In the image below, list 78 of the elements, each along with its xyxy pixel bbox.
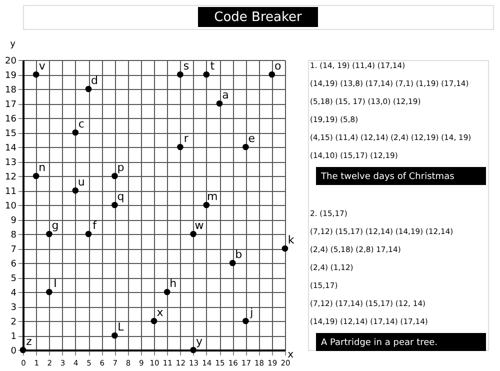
point bbox=[190, 230, 196, 238]
data-label: d bbox=[91, 74, 98, 87]
point bbox=[72, 129, 79, 136]
y-tick-label: 12 bbox=[5, 172, 16, 182]
y-tick-label: 0 bbox=[10, 346, 17, 356]
point bbox=[203, 202, 210, 208]
text: The twelve days of Christmas bbox=[320, 172, 455, 182]
x-axis-title: x bbox=[288, 350, 294, 360]
point bbox=[85, 86, 92, 92]
point bbox=[46, 230, 52, 238]
point bbox=[20, 346, 26, 354]
y-tick-label: 16 bbox=[5, 114, 17, 124]
data-label: y bbox=[196, 335, 204, 348]
data-label: c bbox=[78, 118, 84, 130]
point bbox=[112, 332, 118, 339]
data-label: t bbox=[210, 60, 216, 72]
point bbox=[242, 144, 249, 150]
data-label: r bbox=[184, 132, 189, 145]
data-label: a bbox=[222, 88, 229, 102]
data-label: f bbox=[92, 219, 98, 232]
data-label: p bbox=[117, 161, 124, 174]
data-label: b bbox=[235, 248, 242, 261]
point bbox=[268, 71, 276, 78]
data-label: h bbox=[170, 277, 177, 290]
data-label: v bbox=[38, 60, 46, 72]
point bbox=[112, 172, 118, 180]
y-tick-label: 4 bbox=[10, 288, 17, 298]
y-tick-label: 18 bbox=[5, 86, 17, 96]
y-tick-label: 7 bbox=[10, 245, 16, 255]
point bbox=[203, 71, 210, 78]
chart-title: Code Breaker bbox=[214, 10, 303, 25]
data-label: I bbox=[54, 277, 57, 290]
point bbox=[242, 318, 249, 324]
data-label: q bbox=[117, 190, 124, 203]
y-tick-label: 1 bbox=[10, 332, 16, 342]
data-label: u bbox=[78, 176, 85, 188]
point bbox=[164, 288, 170, 296]
point bbox=[190, 346, 196, 354]
y-axis-title: y bbox=[10, 40, 16, 50]
point bbox=[150, 318, 158, 324]
y-tick-label: 2 bbox=[10, 318, 16, 328]
data-label: j bbox=[249, 306, 254, 319]
text: A Partridge in a pear tree. bbox=[321, 338, 438, 348]
data-label: z bbox=[26, 335, 32, 348]
y-tick-label: 9 bbox=[10, 216, 17, 226]
data-label: e bbox=[248, 132, 256, 145]
data-label: n bbox=[38, 161, 46, 174]
point bbox=[32, 71, 40, 78]
y-tick-label: 14 bbox=[5, 144, 17, 154]
y-tick-label: 5 bbox=[10, 274, 16, 284]
data-label: L bbox=[118, 320, 125, 334]
y-tick-label: 15 bbox=[5, 129, 16, 139]
point bbox=[85, 230, 92, 238]
data-label: o bbox=[274, 60, 282, 72]
y-tick-label: 17 bbox=[5, 100, 16, 110]
point bbox=[282, 245, 288, 252]
data-label: m bbox=[207, 190, 218, 203]
point bbox=[46, 288, 52, 296]
point bbox=[177, 144, 184, 150]
data-label: w bbox=[194, 219, 204, 232]
point bbox=[177, 71, 184, 78]
y-tick-label: 3 bbox=[10, 303, 16, 313]
y-tick-label: 20 bbox=[5, 56, 17, 66]
data-label: s bbox=[183, 60, 190, 72]
y-tick-label: 10 bbox=[5, 202, 17, 212]
y-tick-label: 6 bbox=[10, 260, 17, 270]
point bbox=[32, 172, 40, 180]
y-tick-label: 11 bbox=[5, 187, 16, 197]
data-label: g bbox=[52, 219, 59, 232]
point bbox=[112, 202, 118, 208]
y-tick-label: 13 bbox=[5, 158, 16, 168]
y-tick-label: 8 bbox=[10, 230, 17, 240]
data-label: k bbox=[288, 234, 295, 246]
point bbox=[229, 260, 236, 266]
point bbox=[216, 100, 223, 107]
data-label: x bbox=[156, 306, 164, 319]
y-tick-label: 19 bbox=[5, 71, 17, 81]
point bbox=[72, 187, 79, 194]
